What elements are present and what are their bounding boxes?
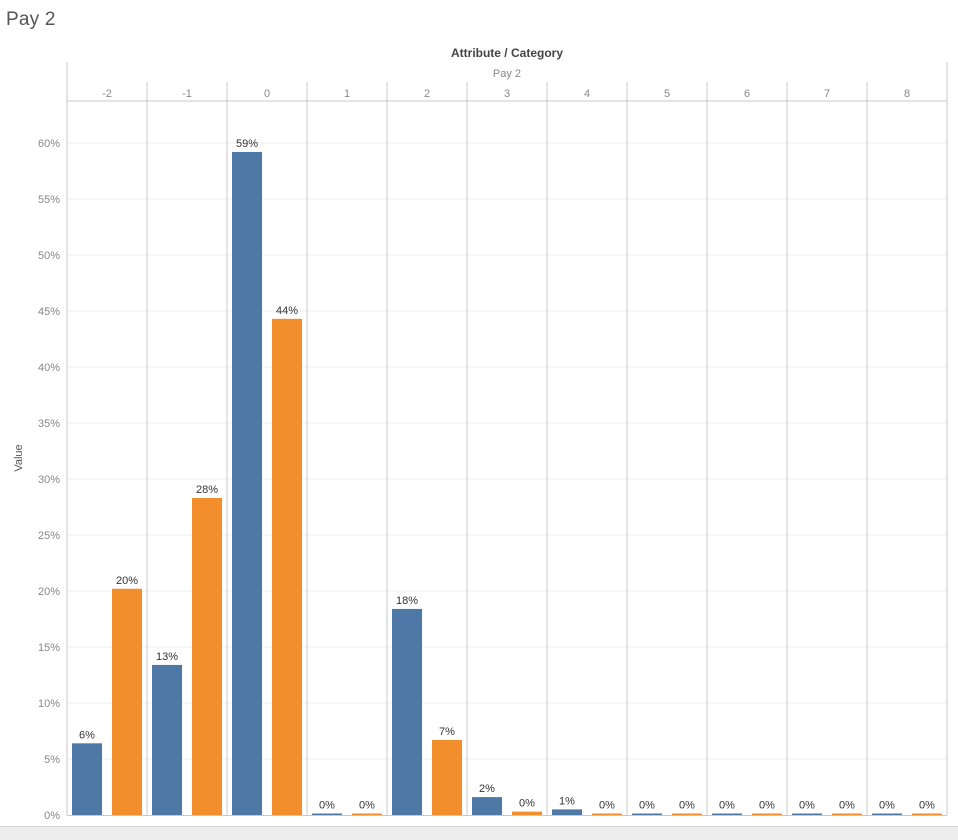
bar-series-2[interactable] — [912, 813, 942, 816]
data-labels: 6% 13% 59% 0% 18% 2% 1% 0% 0% 0% 0% 20% 28% 44% 0% 7% 0%… — [79, 138, 935, 812]
bar-series-2[interactable] — [512, 811, 542, 815]
data-label: 0% — [879, 800, 895, 812]
y-tick-label: 40% — [38, 362, 60, 374]
y-axis-ticks: 0% 5% 10% 15% 20% 25% 30% 35% 40% 45% 50% 55% 60% — [38, 138, 60, 822]
data-label: 13% — [156, 651, 178, 663]
bar-series-1[interactable] — [232, 151, 262, 815]
gridlines — [67, 142, 947, 760]
y-tick-label: 50% — [38, 250, 60, 262]
y-tick-label: 35% — [38, 418, 60, 430]
bar-series-1[interactable] — [392, 608, 422, 815]
sheet-title: Pay 2 — [6, 9, 56, 30]
data-label: 59% — [236, 138, 258, 150]
bar-series-2[interactable] — [192, 498, 222, 815]
bar-series-2[interactable] — [272, 318, 302, 815]
bar-series-1[interactable] — [472, 797, 502, 815]
bar-series-1[interactable] — [72, 743, 102, 815]
category-label: 1 — [344, 88, 350, 100]
category-label: 4 — [584, 88, 590, 100]
data-label: 0% — [639, 800, 655, 812]
data-label: 0% — [919, 800, 935, 812]
data-label: 0% — [599, 800, 615, 812]
category-label: 6 — [744, 88, 750, 100]
data-label: 44% — [276, 305, 298, 317]
category-labels: -2 -1 0 1 2 3 4 5 6 7 8 — [102, 88, 910, 100]
y-tick-label: 10% — [38, 698, 60, 710]
bar-series-2[interactable] — [112, 588, 142, 815]
column-header-label: Pay 2 — [493, 68, 521, 80]
bars — [72, 151, 942, 816]
data-label: 0% — [839, 800, 855, 812]
panel-dividers — [66, 62, 948, 816]
data-label: 18% — [396, 595, 418, 607]
y-tick-label: 20% — [38, 586, 60, 598]
column-header: Attribute / Category Pay 2 — [451, 46, 563, 80]
data-label: 0% — [799, 800, 815, 812]
category-label: 8 — [904, 88, 910, 100]
bar-series-1[interactable] — [712, 813, 742, 816]
data-label: 0% — [759, 800, 775, 812]
data-label: 0% — [519, 798, 535, 810]
bottom-scroll-bar[interactable] — [0, 826, 958, 840]
data-label: 7% — [439, 726, 455, 738]
bar-series-2[interactable] — [432, 739, 462, 815]
data-label: 0% — [719, 800, 735, 812]
data-label: 28% — [196, 484, 218, 496]
bar-series-1[interactable] — [632, 813, 662, 816]
data-label: 6% — [79, 729, 95, 741]
y-tick-label: 15% — [38, 642, 60, 654]
bar-series-1[interactable] — [152, 664, 182, 815]
bar-series-1[interactable] — [872, 813, 902, 816]
bar-series-1[interactable] — [552, 809, 582, 815]
chart-title: Attribute / Category — [451, 46, 563, 60]
y-tick-label: 45% — [38, 306, 60, 318]
bar-series-1[interactable] — [312, 813, 342, 816]
bar-series-2[interactable] — [752, 813, 782, 816]
y-axis-label: Value — [13, 444, 25, 471]
data-label: 1% — [559, 795, 575, 807]
category-label: 5 — [664, 88, 670, 100]
y-tick-label: 25% — [38, 530, 60, 542]
y-tick-label: 5% — [44, 754, 60, 766]
category-label: 7 — [824, 88, 830, 100]
bar-series-2[interactable] — [352, 813, 382, 816]
data-label: 20% — [116, 575, 138, 587]
category-label: 2 — [424, 88, 430, 100]
category-label: 3 — [504, 88, 510, 100]
bar-series-2[interactable] — [592, 813, 622, 816]
category-label: -1 — [182, 88, 192, 100]
bar-series-2[interactable] — [832, 813, 862, 816]
y-tick-label: 30% — [38, 474, 60, 486]
data-label: 0% — [319, 800, 335, 812]
data-label: 0% — [679, 800, 695, 812]
data-label: 2% — [479, 783, 495, 795]
data-label: 0% — [359, 800, 375, 812]
y-tick-label: 0% — [44, 810, 60, 822]
y-tick-label: 60% — [38, 138, 60, 150]
category-label: -2 — [102, 88, 112, 100]
y-tick-label: 55% — [38, 194, 60, 206]
bar-series-2[interactable] — [672, 813, 702, 816]
bar-series-1[interactable] — [792, 813, 822, 816]
category-label: 0 — [264, 88, 270, 100]
